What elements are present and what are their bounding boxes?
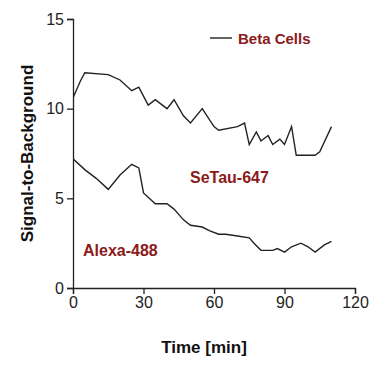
tick-label: 30 <box>135 294 153 311</box>
tick: 60 <box>206 288 224 311</box>
y-axis-title: Signal-to-Background <box>18 65 37 243</box>
y-axis: 0 5 10 15 <box>46 11 73 297</box>
title: Beta Cells <box>238 30 311 47</box>
tick: 10 <box>46 100 73 117</box>
axis-line <box>67 20 74 289</box>
tick-label: 10 <box>46 100 64 117</box>
series-line <box>73 159 332 252</box>
tick: 0 <box>69 288 78 311</box>
x-axis: 0 30 60 90 120 <box>69 288 369 311</box>
series-line <box>73 73 332 155</box>
tick: 90 <box>276 288 294 311</box>
tick-label: 120 <box>342 294 369 311</box>
title-swatch <box>210 37 232 38</box>
axis-line <box>74 289 356 295</box>
tick-mark <box>284 288 285 294</box>
tick: 30 <box>135 288 153 311</box>
tick-mark <box>67 288 73 289</box>
series-label: Alexa-488 <box>83 242 158 259</box>
chart: 0 30 60 90 120 0 5 10 15 SeTau-647 Alexa-488 Beta C… <box>0 0 389 377</box>
tick-mark <box>355 288 356 294</box>
series-label: SeTau-647 <box>190 169 269 186</box>
x-axis-title: Time [min] <box>161 338 247 357</box>
tick-mark <box>67 109 73 110</box>
tick: 5 <box>55 190 73 207</box>
tick: 15 <box>46 11 73 28</box>
tick-label: 0 <box>55 280 64 297</box>
tick-label: 5 <box>55 190 64 207</box>
tick-mark <box>214 288 215 294</box>
tick: 0 <box>55 280 73 297</box>
tick: 120 <box>342 288 369 311</box>
tick-label: 0 <box>69 294 78 311</box>
tick-label: 90 <box>276 294 294 311</box>
tick-mark <box>67 198 73 199</box>
tick-mark <box>67 19 73 20</box>
tick-mark <box>143 288 144 294</box>
plot-area <box>73 73 332 252</box>
tick-label: 15 <box>46 11 64 28</box>
tick-label: 60 <box>206 294 224 311</box>
